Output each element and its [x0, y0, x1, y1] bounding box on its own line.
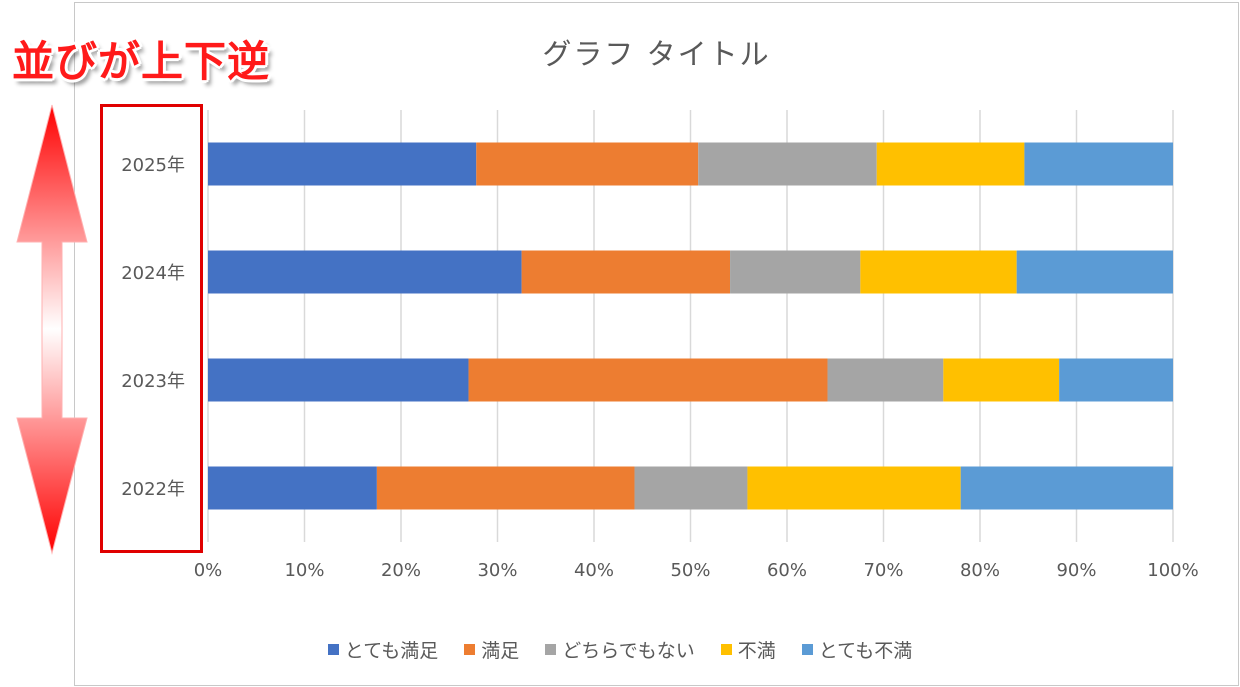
legend-swatch — [801, 644, 813, 655]
category-highlight-box — [100, 104, 203, 553]
chart-title[interactable]: グラフ タイトル — [542, 37, 771, 71]
legend-item[interactable]: とても満足 — [327, 636, 439, 663]
bar-segment[interactable] — [208, 358, 469, 402]
bar-segment[interactable] — [960, 466, 1173, 510]
x-tick-label: 70% — [863, 560, 903, 581]
x-tick-label: 10% — [284, 560, 324, 581]
legend-swatch — [327, 644, 339, 655]
bar-segment[interactable] — [876, 142, 1025, 186]
legend-label: 満足 — [481, 640, 520, 662]
up-down-arrow-icon — [16, 104, 88, 555]
y-category-label: 2024年 — [121, 263, 185, 284]
y-category-label: 2023年 — [121, 371, 185, 392]
bar-segment[interactable] — [376, 466, 635, 510]
bar-segment[interactable] — [521, 250, 731, 294]
x-tick-label: 0% — [194, 560, 223, 581]
bar-segment[interactable] — [1024, 142, 1173, 186]
legend-item[interactable]: 不満 — [720, 636, 776, 663]
x-tick-label: 100% — [1147, 560, 1198, 581]
x-tick-label: 80% — [960, 560, 1000, 581]
legend-label: とても不満 — [818, 640, 913, 662]
bar-segment[interactable] — [827, 358, 944, 402]
x-tick-label: 50% — [670, 560, 710, 581]
legend-item[interactable]: どちらでもない — [545, 636, 695, 663]
bar-segment[interactable] — [1059, 358, 1173, 402]
legend[interactable]: とても満足 満足 どちらでもない 不満 とても不満 — [0, 636, 1240, 663]
x-axis-ticks: 0% 10% 20% 30% 40% 50% 60% 70% 80% 90% 100% — [194, 560, 1199, 581]
bar-segment[interactable] — [208, 466, 377, 510]
x-tick-label: 60% — [767, 560, 807, 581]
bar-segment[interactable] — [208, 250, 522, 294]
x-tick-label: 40% — [574, 560, 614, 581]
bar-segment[interactable] — [698, 142, 877, 186]
bar-segment[interactable] — [208, 142, 477, 186]
x-tick-label: 30% — [477, 560, 517, 581]
bar-segment[interactable] — [468, 358, 828, 402]
bar-segment[interactable] — [1016, 250, 1173, 294]
legend-swatch — [545, 644, 557, 655]
x-tick-label: 20% — [381, 560, 421, 581]
x-tick-label: 90% — [1056, 560, 1096, 581]
y-axis-categories: 2022年 2023年 2024年 2025年 — [121, 155, 185, 500]
bar-segment[interactable] — [634, 466, 748, 510]
legend-item[interactable]: 満足 — [464, 636, 519, 663]
legend-label: 不満 — [737, 640, 776, 662]
bars — [208, 142, 1173, 510]
bar-segment[interactable] — [730, 250, 861, 294]
y-category-label: 2022年 — [121, 479, 185, 500]
legend-label: とても満足 — [344, 640, 439, 662]
annotation-label: 並びが上下逆 — [12, 37, 271, 86]
legend-swatch — [464, 644, 476, 655]
y-category-label: 2025年 — [121, 155, 185, 176]
bar-segment[interactable] — [943, 358, 1060, 402]
legend-item[interactable]: とても不満 — [801, 636, 913, 663]
bar-segment[interactable] — [476, 142, 699, 186]
chart-area[interactable]: グラフ タイトル — [74, 2, 1239, 686]
bar-segment[interactable] — [860, 250, 1017, 294]
legend-swatch — [720, 644, 732, 655]
bar-segment[interactable] — [747, 466, 961, 510]
legend-label: どちらでもない — [562, 640, 695, 662]
